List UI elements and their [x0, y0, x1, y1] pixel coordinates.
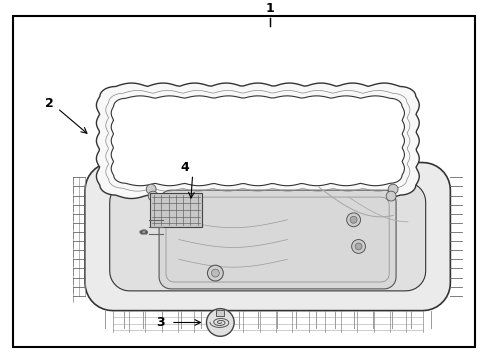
- Circle shape: [354, 243, 361, 250]
- Bar: [150, 193, 201, 227]
- Circle shape: [207, 265, 223, 281]
- Circle shape: [146, 184, 156, 194]
- Circle shape: [211, 269, 219, 277]
- Text: 2: 2: [44, 97, 53, 110]
- Polygon shape: [96, 83, 418, 199]
- Polygon shape: [111, 96, 404, 186]
- Text: 3: 3: [156, 316, 164, 329]
- Circle shape: [206, 309, 234, 336]
- Polygon shape: [109, 182, 425, 291]
- Circle shape: [349, 216, 356, 223]
- Circle shape: [386, 191, 395, 201]
- Polygon shape: [159, 190, 395, 289]
- Circle shape: [387, 184, 397, 194]
- Bar: [216, 310, 224, 316]
- Text: 1: 1: [265, 3, 273, 15]
- Circle shape: [351, 239, 365, 253]
- Circle shape: [346, 213, 360, 227]
- Text: 4: 4: [181, 161, 189, 174]
- Circle shape: [148, 191, 158, 201]
- Polygon shape: [85, 162, 449, 311]
